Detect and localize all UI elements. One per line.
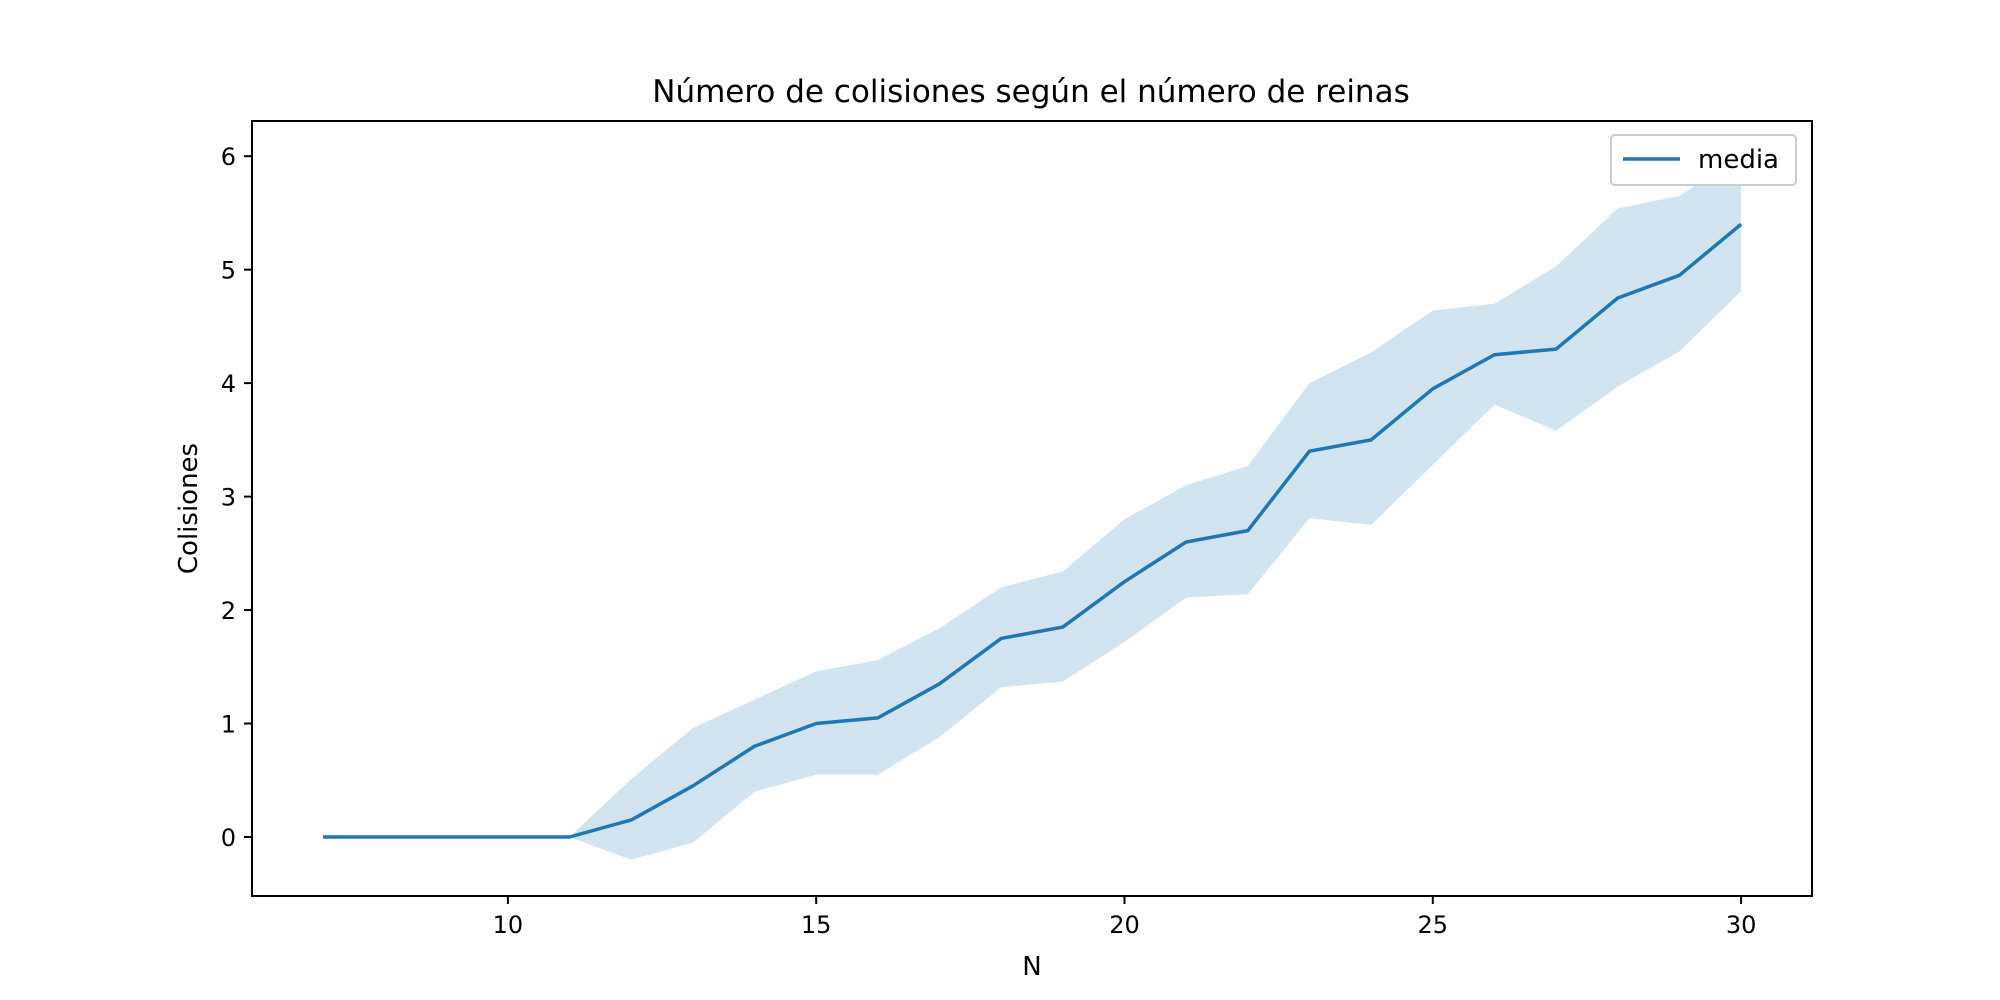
legend: media xyxy=(1610,134,1797,186)
y-tick-label: 1 xyxy=(221,711,236,739)
y-axis-label: Colisiones xyxy=(174,443,204,574)
x-tick-label: 20 xyxy=(1109,911,1140,939)
x-axis-label: N xyxy=(1022,952,1041,982)
band-media xyxy=(322,156,1742,860)
y-tick-label: 3 xyxy=(221,484,236,512)
y-tick-label: 2 xyxy=(221,597,236,625)
x-tick-label: 25 xyxy=(1418,911,1449,939)
y-tick-label: 0 xyxy=(221,824,236,852)
y-axis: 0 1 2 3 4 5 6 xyxy=(221,143,252,852)
x-tick-label: 30 xyxy=(1726,911,1757,939)
plot-area xyxy=(322,156,1743,860)
legend-box xyxy=(1610,134,1797,186)
chart-title: Número de colisiones según el número de … xyxy=(652,74,1409,110)
plot-frame xyxy=(251,120,1813,897)
legend-label-media: media xyxy=(1698,145,1779,175)
x-axis: 10 15 20 25 30 xyxy=(493,896,1757,939)
y-tick-label: 4 xyxy=(221,370,236,398)
series-line-media xyxy=(322,222,1743,839)
x-tick-label: 10 xyxy=(493,911,524,939)
x-tick-label: 15 xyxy=(801,911,832,939)
y-tick-label: 5 xyxy=(221,257,236,285)
y-tick-label: 6 xyxy=(221,143,236,171)
